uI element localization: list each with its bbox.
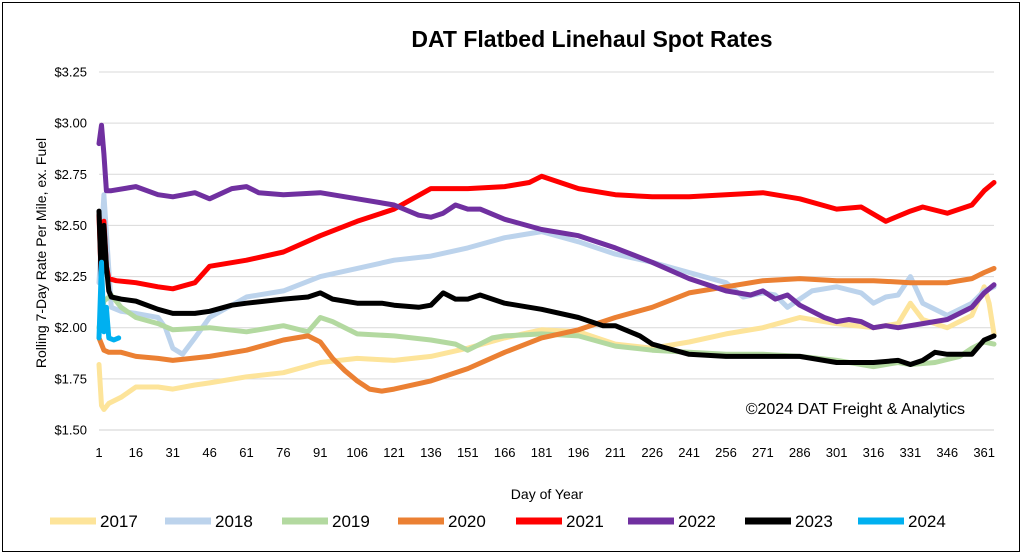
x-tick-label: 91	[313, 445, 327, 460]
legend-label-2021: 2021	[566, 512, 604, 531]
y-tick-label: $3.25	[54, 65, 87, 80]
legend-label-2019: 2019	[332, 512, 370, 531]
legend-label-2020: 2020	[448, 512, 486, 531]
y-tick-label: $2.00	[54, 320, 87, 335]
y-tick-label: $2.25	[54, 269, 87, 284]
x-tick-label: 136	[420, 445, 442, 460]
y-tick-label: $3.00	[54, 116, 87, 131]
x-tick-label: 211	[605, 445, 626, 460]
series-line-2020	[96, 265, 997, 394]
y-tick-label: $1.75	[54, 371, 87, 386]
x-tick-label: 256	[715, 445, 737, 460]
x-tick-label: 151	[457, 445, 479, 460]
x-tick-label: 106	[346, 445, 368, 460]
x-tick-label: 1	[95, 445, 102, 460]
x-tick-label: 31	[166, 445, 180, 460]
y-tick-label: $2.75	[54, 167, 87, 182]
series-line-2023	[96, 208, 997, 367]
series-line-2024	[96, 259, 122, 343]
x-tick-label: 286	[789, 445, 811, 460]
x-tick-label: 346	[936, 445, 958, 460]
x-tick-label: 316	[863, 445, 885, 460]
y-tick-label: $1.50	[54, 423, 87, 438]
x-tick-label: 301	[826, 445, 848, 460]
legend: 2017 2018 2019 2020 2021 2022 2023 2024	[50, 512, 946, 531]
x-axis-ticks: 1 16 31 46 61 76 91 106 121 136 151 166 181 196 211 226…	[95, 445, 995, 460]
legend-label-2023: 2023	[795, 512, 833, 531]
chart-title: DAT Flatbed Linehaul Spot Rates	[411, 26, 772, 52]
y-axis-label: Rolling 7-Day Rate Per Mile, ex. Fuel	[33, 138, 49, 368]
x-tick-label: 61	[239, 445, 253, 460]
x-tick-label: 46	[202, 445, 216, 460]
legend-label-2017: 2017	[100, 512, 138, 531]
x-tick-label: 166	[494, 445, 516, 460]
series-line-2021	[96, 173, 997, 292]
x-tick-label: 361	[973, 445, 995, 460]
series-line-2022	[96, 122, 997, 331]
x-axis-label: Day of Year	[511, 486, 584, 502]
x-tick-label: 271	[752, 445, 774, 460]
y-axis-ticks: $1.50 $1.75 $2.00 $2.25 $2.50 $2.75 $3.00 $3.25	[54, 65, 87, 438]
series-lines	[96, 122, 997, 412]
x-tick-label: 331	[900, 445, 922, 460]
y-tick-label: $2.50	[54, 218, 87, 233]
x-tick-label: 241	[678, 445, 700, 460]
x-tick-label: 181	[531, 445, 553, 460]
x-tick-label: 76	[276, 445, 290, 460]
x-tick-label: 16	[129, 445, 143, 460]
x-tick-label: 226	[641, 445, 663, 460]
x-tick-label: 196	[568, 445, 590, 460]
legend-label-2024: 2024	[908, 512, 946, 531]
copyright-annotation: ©2024 DAT Freight & Analytics	[746, 401, 965, 418]
x-tick-label: 121	[383, 445, 405, 460]
legend-label-2018: 2018	[215, 512, 253, 531]
legend-label-2022: 2022	[678, 512, 716, 531]
series-line-2018	[96, 192, 997, 357]
